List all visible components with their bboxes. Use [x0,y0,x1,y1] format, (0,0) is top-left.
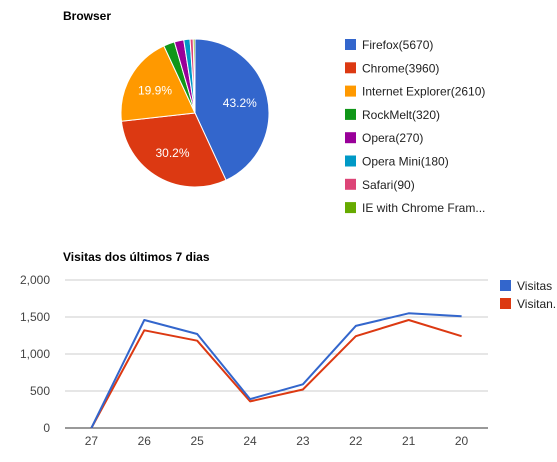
legend-swatch [345,132,356,143]
legend-swatch [345,109,356,120]
legend-label[interactable]: Chrome(3960) [362,61,439,75]
x-tick-label: 24 [243,434,257,448]
pie-slice-label: 43.2% [223,96,257,110]
legend-label[interactable]: Opera(270) [362,131,423,145]
legend-swatch [345,202,356,213]
y-tick-label: 1,500 [20,310,50,324]
y-tick-label: 2,000 [20,273,50,287]
y-tick-label: 500 [30,384,50,398]
legend-label[interactable]: Safari(90) [362,178,415,192]
legend-label[interactable]: Visitas [517,279,552,293]
legend-label[interactable]: Firefox(5670) [362,38,433,52]
y-tick-label: 1,000 [20,347,50,361]
x-tick-label: 22 [349,434,363,448]
series-line[interactable] [91,320,461,428]
legend-swatch [345,156,356,167]
x-tick-label: 27 [85,434,99,448]
legend-swatch [345,179,356,190]
y-tick-label: 0 [43,421,50,435]
legend-swatch [345,86,356,97]
pie-slice-label: 30.2% [155,146,189,160]
pie-slice-label: 19.9% [138,84,172,98]
legend-label[interactable]: Internet Explorer(2610) [362,85,485,99]
x-tick-label: 20 [455,434,469,448]
x-tick-label: 26 [138,434,152,448]
legend-swatch [345,62,356,73]
x-tick-label: 25 [191,434,205,448]
x-tick-label: 23 [296,434,310,448]
x-tick-label: 21 [402,434,416,448]
legend-label[interactable]: RockMelt(320) [362,108,440,122]
legend-swatch [345,39,356,50]
legend-swatch [500,298,511,309]
legend-label[interactable]: Opera Mini(180) [362,155,449,169]
legend-swatch [500,280,511,291]
legend-label[interactable]: Visitan... [517,297,557,311]
legend-label[interactable]: IE with Chrome Fram... [362,201,485,215]
